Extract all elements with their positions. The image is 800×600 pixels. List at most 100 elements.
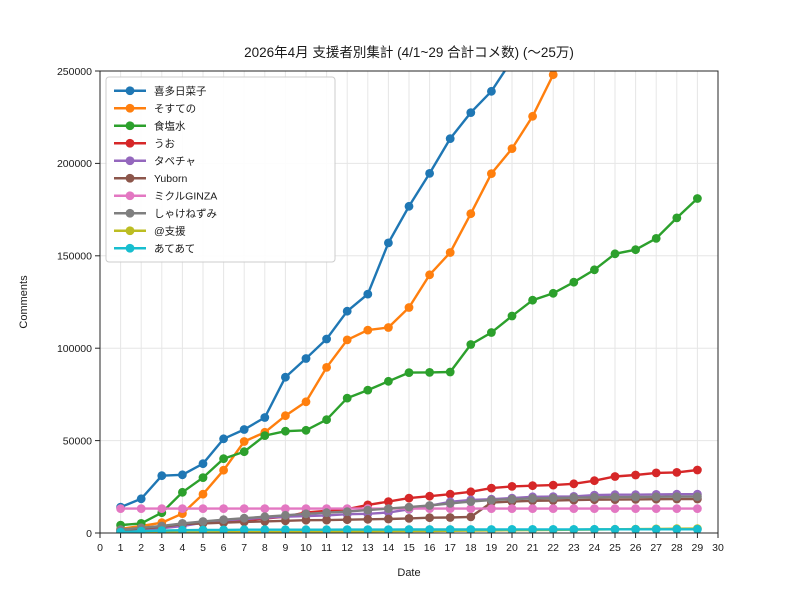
- legend-label: うお: [154, 138, 175, 150]
- legend-label: そすての: [154, 103, 196, 115]
- x-tick-label: 11: [321, 542, 332, 554]
- x-tick-label: 12: [341, 542, 353, 554]
- data-point: [178, 470, 187, 480]
- data-point: [693, 194, 702, 203]
- x-tick-label: 22: [547, 542, 559, 554]
- data-point: [528, 504, 537, 513]
- data-point: [610, 472, 620, 481]
- data-point: [384, 376, 393, 386]
- data-point: [260, 504, 270, 513]
- data-point: [507, 525, 517, 533]
- x-tick-label: 27: [650, 542, 662, 554]
- data-point: [466, 497, 476, 506]
- data-point: [281, 426, 290, 436]
- x-tick-label: 5: [200, 542, 206, 554]
- data-point: [363, 385, 373, 395]
- data-point: [590, 476, 599, 486]
- legend-marker-dot: [125, 226, 135, 236]
- data-point: [569, 493, 579, 503]
- data-point: [487, 504, 496, 513]
- data-point: [610, 524, 620, 533]
- data-point: [198, 459, 208, 469]
- data-point: [239, 447, 249, 457]
- data-point: [466, 525, 476, 533]
- legend-label: @支援: [154, 225, 186, 238]
- data-point: [672, 492, 682, 501]
- data-point: [342, 515, 352, 525]
- data-point: [322, 508, 331, 518]
- data-point: [363, 525, 373, 533]
- y-tick-label: 150000: [57, 251, 92, 263]
- series-9: [116, 524, 702, 533]
- legend-marker-dot: [125, 243, 135, 253]
- data-point: [384, 497, 393, 506]
- data-point: [466, 209, 476, 219]
- data-point: [384, 238, 393, 248]
- data-point: [548, 288, 558, 298]
- data-point: [425, 368, 434, 377]
- legend-marker-dot: [125, 156, 135, 166]
- x-tick-label: 29: [692, 542, 704, 554]
- data-point: [198, 473, 208, 482]
- data-point: [445, 367, 455, 377]
- data-point: [528, 111, 537, 121]
- data-point: [631, 524, 640, 533]
- x-tick-label: 16: [424, 542, 436, 554]
- data-point: [445, 248, 455, 257]
- data-point: [507, 482, 517, 491]
- data-point: [384, 323, 393, 332]
- data-point: [342, 525, 352, 533]
- x-tick-label: 28: [671, 542, 683, 554]
- data-point: [672, 213, 682, 223]
- data-point: [651, 234, 661, 243]
- x-tick-label: 19: [486, 542, 498, 554]
- data-point: [178, 487, 187, 497]
- legend-item-8: @支援: [114, 225, 186, 238]
- x-tick-label: 23: [568, 542, 580, 554]
- y-tick-label: 100000: [57, 343, 92, 355]
- data-point: [425, 513, 434, 523]
- x-tick-label: 7: [241, 542, 247, 554]
- legend-item-4: タペチャ: [114, 156, 196, 168]
- legend-item-1: そすての: [114, 103, 196, 115]
- data-point: [507, 504, 517, 513]
- data-point: [136, 504, 146, 513]
- legend-label: ミクルGINZA: [154, 191, 217, 203]
- data-point: [672, 524, 682, 533]
- data-point: [590, 524, 599, 533]
- data-point: [651, 524, 661, 533]
- data-point: [445, 489, 455, 499]
- data-point: [239, 425, 249, 434]
- data-point: [487, 525, 496, 533]
- data-point: [281, 411, 290, 421]
- data-point: [404, 525, 414, 533]
- legend-item-9: あてあて: [114, 243, 195, 255]
- data-point: [445, 525, 455, 533]
- data-point: [693, 504, 702, 513]
- data-point: [487, 483, 496, 493]
- data-point: [548, 504, 558, 513]
- data-point: [157, 526, 167, 533]
- data-point: [322, 525, 331, 533]
- data-point: [466, 487, 476, 497]
- data-point: [157, 504, 167, 513]
- data-point: [610, 492, 620, 502]
- data-point: [445, 513, 455, 522]
- x-tick-label: 9: [282, 542, 288, 554]
- data-point: [198, 525, 208, 533]
- x-tick-label: 4: [179, 542, 185, 554]
- data-point: [404, 502, 414, 512]
- x-tick-label: 14: [383, 542, 395, 554]
- data-point: [651, 492, 661, 502]
- data-point: [260, 525, 270, 533]
- data-point: [569, 504, 579, 513]
- data-point: [631, 470, 640, 480]
- data-series: [116, 71, 702, 533]
- data-point: [219, 465, 229, 475]
- x-tick-label: 20: [506, 542, 518, 554]
- data-point: [198, 517, 208, 526]
- legend-label: しゃけねずみ: [154, 208, 217, 220]
- data-point: [487, 86, 496, 96]
